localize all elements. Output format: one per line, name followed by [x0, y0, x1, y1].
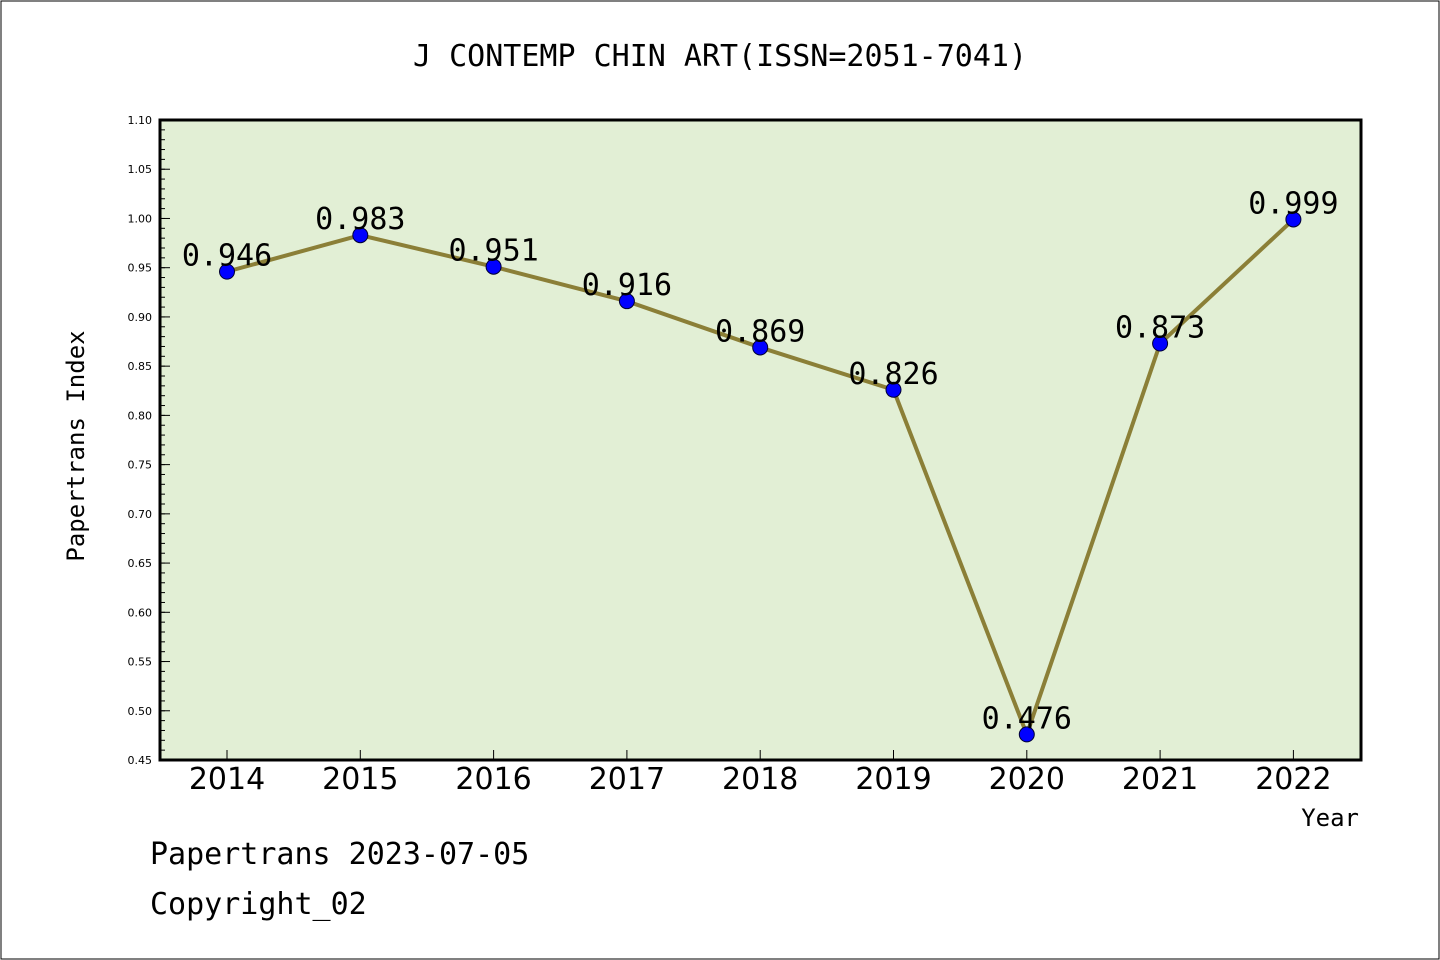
data-point-marker — [752, 339, 769, 356]
x-tick-label: 2022 — [1255, 762, 1331, 797]
data-label: 0.983 — [315, 202, 405, 237]
y-tick-label: 0.65 — [128, 557, 153, 570]
data-point-marker — [1152, 335, 1169, 352]
y-axis-label: Papertrans Index — [62, 330, 90, 561]
data-point-marker — [1018, 726, 1035, 743]
y-tick-label: 1.10 — [128, 114, 153, 127]
y-tick-label: 0.50 — [128, 705, 153, 718]
data-label: 0.869 — [715, 314, 805, 349]
data-point-marker — [1285, 211, 1302, 228]
data-label: 0.826 — [848, 357, 938, 392]
data-label: 0.873 — [1115, 311, 1205, 346]
y-tick-label: 1.05 — [128, 163, 153, 176]
y-tick-label: 0.95 — [128, 262, 153, 275]
data-labels: 0.946 0.983 0.951 0.916 0.869 0.826 0.476 0.873… — [182, 186, 1339, 736]
y-tick-label: 0.80 — [128, 409, 153, 422]
x-tick-label: 2014 — [189, 762, 265, 797]
y-tick-label: 0.90 — [128, 311, 153, 324]
x-tick-label: 2016 — [455, 762, 531, 797]
series-markers — [219, 211, 1302, 743]
chart-title: J CONTEMP CHIN ART(ISSN=2051-7041) — [413, 39, 1027, 74]
x-axis-label: Year — [1301, 804, 1359, 832]
data-point-marker — [485, 258, 502, 275]
x-tick-label: 2019 — [855, 762, 931, 797]
copyright-note: Copyright_02 — [150, 887, 367, 922]
x-tick-label: 2018 — [722, 762, 798, 797]
y-tick-label: 1.00 — [128, 212, 153, 225]
x-tick-label: 2015 — [322, 762, 398, 797]
y-tick-label: 0.55 — [128, 656, 153, 669]
x-axis-ticks: 2014 2015 2016 2017 2018 2019 2020 2021 2022 — [189, 750, 1332, 797]
data-point-marker — [352, 227, 369, 244]
y-tick-label: 0.70 — [128, 508, 153, 521]
y-axis-ticks: 0.45 0.50 0.55 0.60 0.65 0.70 0.75 0.80 0.85 0.90… — [128, 114, 170, 767]
y-tick-label: 0.85 — [128, 360, 153, 373]
data-label: 0.951 — [448, 234, 538, 269]
y-tick-label: 0.45 — [128, 754, 153, 767]
data-point-marker — [219, 263, 235, 280]
data-label: 0.946 — [182, 239, 272, 274]
x-tick-label: 2017 — [589, 762, 665, 797]
data-label: 0.999 — [1248, 186, 1338, 221]
data-label: 0.916 — [582, 268, 672, 303]
x-tick-label: 2021 — [1122, 762, 1198, 797]
y-tick-label: 0.60 — [128, 606, 153, 619]
data-label: 0.476 — [982, 701, 1072, 736]
data-point-marker — [885, 381, 902, 398]
source-note: Papertrans 2023-07-05 — [150, 837, 529, 872]
x-tick-label: 2020 — [989, 762, 1065, 797]
plot-area — [158, 118, 1363, 762]
y-tick-label: 0.75 — [128, 459, 153, 472]
data-point-marker — [618, 293, 635, 310]
